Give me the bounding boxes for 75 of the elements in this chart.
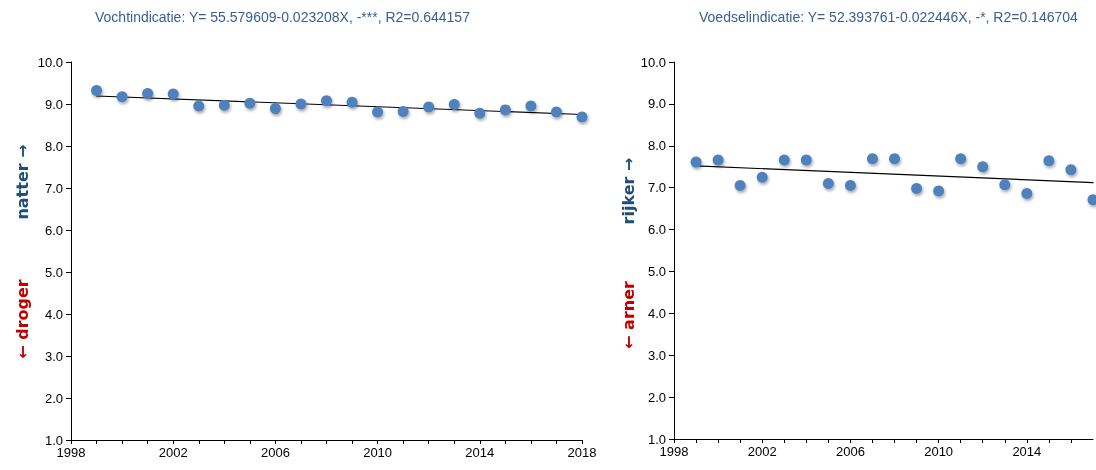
y-tick-label: 5.0 xyxy=(44,264,63,280)
y-tick-label: 8.0 xyxy=(647,138,666,154)
y-tick-label: 10.0 xyxy=(37,54,63,70)
point xyxy=(911,183,923,194)
point xyxy=(844,180,856,192)
point xyxy=(193,100,205,112)
text: natter → xyxy=(12,144,32,220)
point xyxy=(690,156,702,168)
point xyxy=(734,180,746,192)
y-tick-label: 6.0 xyxy=(44,222,63,238)
point xyxy=(712,154,724,166)
x-tick-label: 2010 xyxy=(924,444,954,459)
y-tick-label: 6.0 xyxy=(647,222,666,238)
point xyxy=(525,100,537,112)
point xyxy=(822,177,834,189)
point xyxy=(269,103,281,115)
point xyxy=(346,96,358,108)
y-tick-label: 9.0 xyxy=(44,96,63,112)
point xyxy=(116,91,128,103)
point xyxy=(499,104,511,116)
y-tick-label: 8.0 xyxy=(44,138,63,154)
text: rijker → xyxy=(618,157,638,225)
y-tick-label: 1.0 xyxy=(44,432,63,448)
point xyxy=(778,154,790,166)
y-tick-label: 9.0 xyxy=(647,96,666,112)
y-tick-label: 1.0 xyxy=(647,431,666,447)
point xyxy=(800,154,812,166)
y-tick-label: 4.0 xyxy=(647,305,666,321)
y-tick-label: 3.0 xyxy=(647,347,666,363)
y-tick-label: 2.0 xyxy=(44,390,63,406)
text: ← arner xyxy=(618,280,638,349)
point xyxy=(167,88,179,100)
point xyxy=(933,185,945,197)
x-tick-label: 2014 xyxy=(1012,444,1042,459)
point xyxy=(448,98,460,110)
point xyxy=(1021,188,1033,200)
x-tick-label: 2010 xyxy=(363,445,393,460)
point xyxy=(91,85,103,97)
point xyxy=(321,95,332,107)
point xyxy=(756,171,768,183)
point xyxy=(142,88,154,99)
x-tick-label: 2018 xyxy=(567,445,597,460)
point xyxy=(977,161,989,173)
y-tick-label: 2.0 xyxy=(647,389,666,405)
point xyxy=(295,98,307,110)
y-tick-label: 10.0 xyxy=(640,54,666,70)
text: ← droger xyxy=(12,279,32,359)
point xyxy=(955,153,967,165)
point xyxy=(1043,155,1055,167)
point xyxy=(397,106,409,118)
y-tick-label: 3.0 xyxy=(44,348,63,364)
x-tick-label: 2006 xyxy=(260,445,290,460)
point xyxy=(218,99,230,111)
point xyxy=(423,101,435,113)
point xyxy=(889,153,901,165)
point xyxy=(244,97,256,109)
point xyxy=(372,106,384,118)
point xyxy=(576,111,588,123)
x-tick-label: 2006 xyxy=(835,444,865,459)
x-tick-label: 2002 xyxy=(158,445,188,460)
y-tick-label: 7.0 xyxy=(44,180,63,196)
x-tick-label: 2014 xyxy=(465,445,495,460)
x-tick-label: 1998 xyxy=(659,444,689,459)
chart-title: Voedselindicatie: Y= 52.393761-0.022446X, -*, R2=0.146704 xyxy=(699,9,1079,25)
x-tick-label: 1998 xyxy=(56,445,86,460)
y-tick-label: 4.0 xyxy=(44,306,63,322)
point xyxy=(999,179,1011,191)
point xyxy=(474,107,486,119)
y-tick-label: 7.0 xyxy=(647,180,666,196)
y-tick-label: 5.0 xyxy=(647,263,666,279)
point xyxy=(550,106,562,118)
point xyxy=(1065,164,1077,176)
point xyxy=(866,153,878,165)
chart-title: Vochtindicatie: Y= 55.579609-0.023208X, -***, R2=0.644157 xyxy=(95,9,471,25)
x-tick-label: 2002 xyxy=(747,444,777,459)
